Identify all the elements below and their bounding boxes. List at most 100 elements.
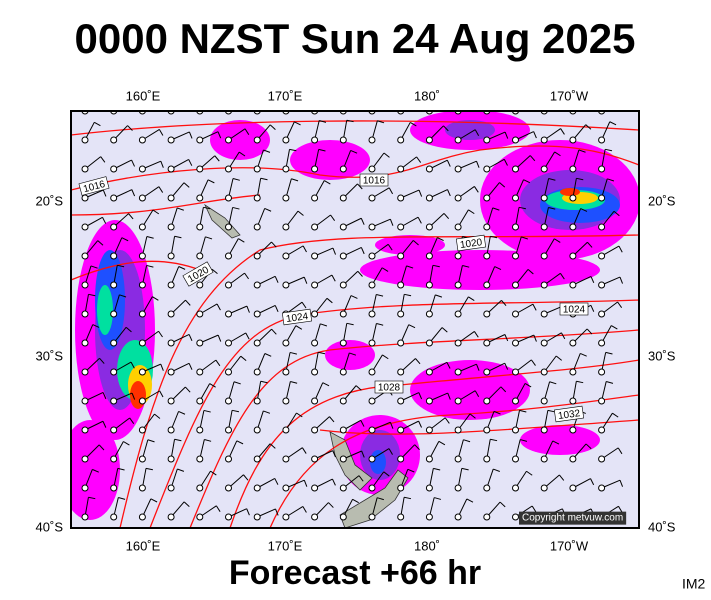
barb-station [81,455,89,463]
barb-flag [490,235,498,239]
longitude-label: 180˚ [414,88,440,103]
barb-flag [435,294,443,298]
barb-flag [617,301,623,309]
barb-station [483,252,491,260]
barb-station [483,513,491,521]
barb-flag [416,156,422,163]
barb-flag [360,218,365,225]
barb-station [339,310,347,318]
barb-station [540,426,548,434]
barb-flag [446,159,451,167]
barb-flag [92,468,99,473]
barb-station [454,165,462,173]
barb-station [339,426,347,434]
isobar-label-box [359,173,389,187]
barb-station [81,223,89,231]
barb-flag [350,295,358,299]
latitude-label: 20˚S [648,193,676,208]
barb-flag [297,210,304,216]
barb-station [454,194,462,202]
barb-flag [533,102,536,108]
barb-station [138,252,146,260]
latitude-label: 30˚S [648,348,676,363]
barb-flag [131,392,136,400]
barb-station [397,194,405,202]
barb-flag [470,95,476,99]
barb-station [512,339,519,347]
barb-flag [331,274,336,282]
barb-station [454,455,462,463]
barb-station [311,310,319,318]
barb-station [512,136,519,144]
barb-flag [319,120,327,123]
barb-station [569,397,577,405]
barb-station [339,281,347,289]
barb-station [253,339,261,347]
barb-flag [188,363,193,370]
barb-flag [560,128,565,135]
barb-flag [185,299,191,306]
barb-staff [515,111,517,112]
barb-flag [322,382,330,387]
barb-station [282,223,290,231]
barb-station [397,310,405,318]
barb-flag [476,363,480,371]
barb-flag [441,327,448,333]
barb-flag [92,324,100,328]
barb-station [368,165,376,173]
barb-station [225,397,232,405]
barb-station [253,165,261,173]
barb-flag [619,276,624,284]
barb-station [339,165,347,173]
barb-station [540,484,548,492]
barb-station [253,397,261,405]
barb-station [454,426,462,434]
barb-flag [128,213,134,220]
latitude-label: 40˚S [648,519,676,534]
isobar-label: 1028 [374,380,404,394]
isobar-label-box [281,308,313,326]
image-code: IM2 [682,576,706,592]
barb-flag [405,91,412,93]
isobar-label-box [559,302,589,316]
barb-flag [549,381,557,385]
barb-flag [503,99,507,105]
barb-station [569,252,577,260]
forecast-label: Forecast +66 hr [229,554,481,592]
barb-flag [289,148,297,152]
barb-flag [188,131,193,139]
barb-station [225,136,232,144]
barb-flag [264,207,272,212]
barb-station [540,455,548,463]
barb-station [483,194,491,202]
barb-flag [417,216,422,224]
barb-station [282,136,290,144]
barb-flag [357,270,363,277]
barb-flag [493,410,501,415]
barb-station [339,136,347,144]
barb-station [368,310,376,318]
barb-flag [531,359,536,366]
barb-flag [188,334,193,342]
barb-station [282,252,290,260]
barb-flag [89,91,96,93]
barb-flag [558,474,565,481]
barb-flag [88,496,96,500]
barb-station [225,310,232,318]
barb-flag [443,125,449,132]
longitude-label: 170˚W [550,88,589,103]
barb-flag [269,124,276,130]
isobar-label-text: 1016 [363,176,386,187]
barb-station [483,426,491,434]
barb-flag [352,498,359,504]
barb-station [311,339,319,347]
barb-station [167,310,175,318]
barb-station [225,165,232,173]
isobar-label: 1024 [281,308,313,326]
barb-flag [349,352,357,356]
barb-flag [443,213,450,220]
barb-station [196,368,204,376]
barb-station [425,194,433,202]
barb-station [110,513,118,521]
barb-station [483,484,491,492]
